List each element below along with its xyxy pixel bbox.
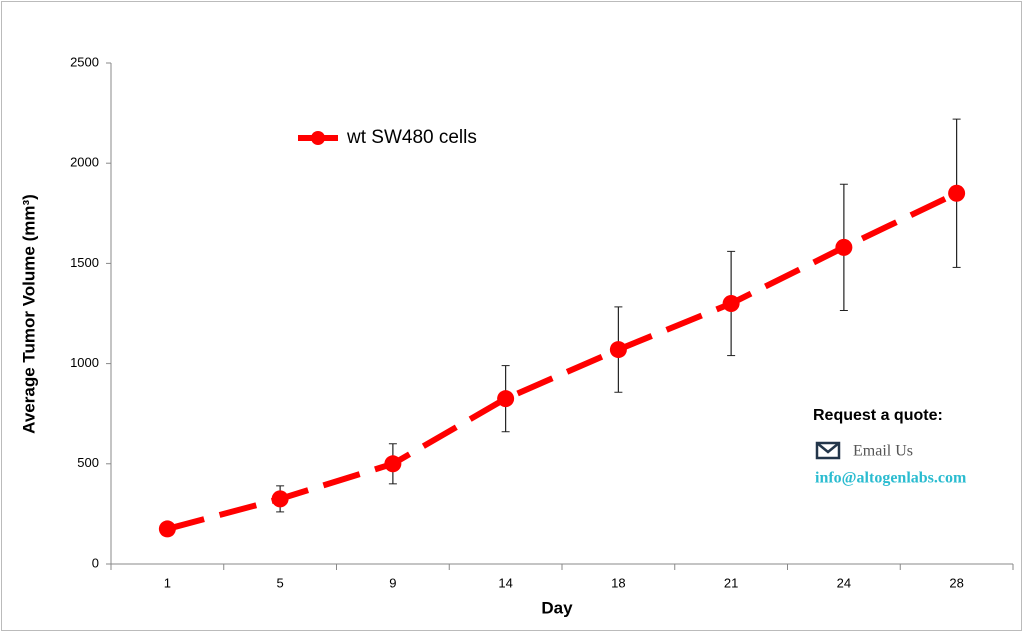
data-point — [497, 390, 515, 408]
quote-heading: Request a quote: — [813, 407, 943, 424]
email-label[interactable]: Email Us — [853, 443, 913, 460]
legend-marker — [311, 131, 325, 145]
x-tick-label: 18 — [611, 575, 625, 590]
y-tick-label: 1000 — [70, 355, 99, 370]
y-tick-label: 0 — [92, 555, 99, 570]
data-point — [722, 294, 740, 312]
data-point — [835, 238, 853, 256]
data-point — [158, 520, 176, 538]
x-tick-label: 24 — [837, 575, 851, 590]
y-tick-label: 500 — [77, 455, 99, 470]
data-point — [609, 341, 627, 359]
data-point — [384, 455, 402, 473]
y-tick-label: 2000 — [70, 155, 99, 170]
email-address[interactable]: info@altogenlabs.com — [815, 470, 967, 487]
legend-label: wt SW480 cells — [346, 127, 477, 148]
x-tick-label: 14 — [498, 575, 512, 590]
y-tick-label: 2500 — [70, 54, 99, 69]
x-tick-label: 1 — [164, 575, 171, 590]
x-tick-label: 9 — [389, 575, 396, 590]
y-tick-label: 1500 — [70, 255, 99, 270]
x-axis-title: Day — [541, 598, 573, 617]
data-point — [271, 490, 289, 508]
series-line — [166, 190, 958, 532]
x-tick-label: 21 — [724, 575, 738, 590]
x-tick-label: 5 — [277, 575, 284, 590]
y-axis-title: Average Tumor Volume (mm³) — [19, 194, 38, 434]
email-icon — [815, 441, 841, 460]
data-point — [948, 184, 966, 202]
x-tick-label: 28 — [949, 575, 963, 590]
